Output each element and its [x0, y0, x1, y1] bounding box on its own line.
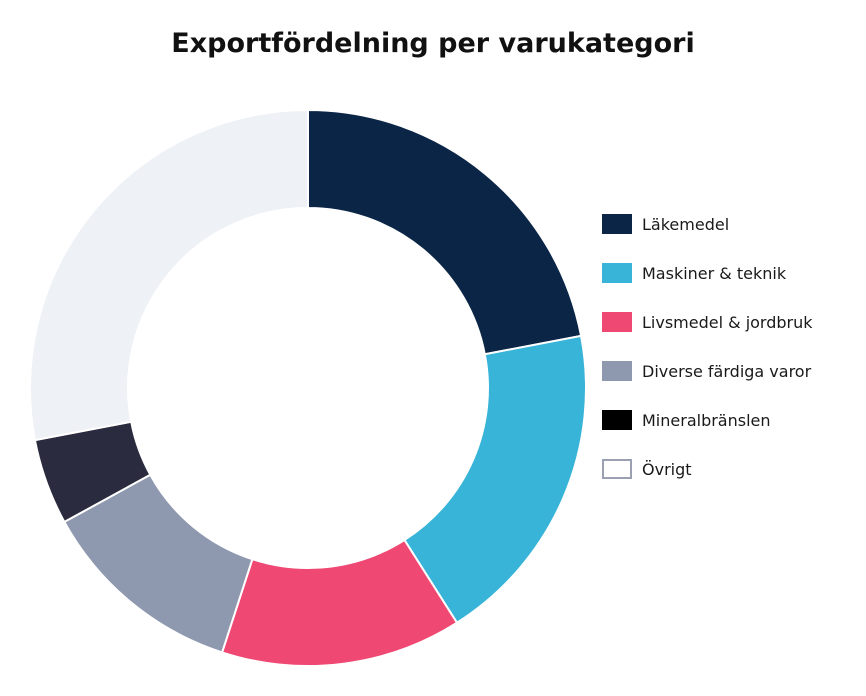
- legend-swatch: [602, 361, 632, 381]
- legend-item: Övrigt: [602, 457, 813, 481]
- legend-item: Diverse färdiga varor: [602, 359, 813, 383]
- legend-swatch: [602, 410, 632, 430]
- legend-item: Maskiner & teknik: [602, 261, 813, 285]
- slice-övrigt: [29, 108, 309, 442]
- legend-label: Läkemedel: [642, 214, 730, 234]
- legend-swatch: [602, 263, 632, 283]
- legend-item: Mineralbränslen: [602, 408, 813, 432]
- slice-läkemedel: [307, 108, 583, 356]
- legend-item: Livsmedel & jordbruk: [602, 310, 813, 334]
- legend-label: Livsmedel & jordbruk: [642, 312, 813, 332]
- slice-maskiner-teknik: [403, 334, 587, 625]
- legend-label: Maskiner & teknik: [642, 263, 787, 283]
- legend: Läkemedel Maskiner & teknik Livsmedel & jo…: [602, 212, 813, 506]
- legend-swatch: [602, 459, 632, 479]
- chart-title: Exportfördelning per varukategori: [171, 28, 695, 59]
- legend-label: Övrigt: [642, 459, 692, 479]
- legend-swatch: [602, 312, 632, 332]
- legend-label: Mineralbränslen: [642, 410, 771, 430]
- legend-swatch: [602, 214, 632, 234]
- legend-label: Diverse färdiga varor: [642, 361, 812, 381]
- legend-item: Läkemedel: [602, 212, 813, 236]
